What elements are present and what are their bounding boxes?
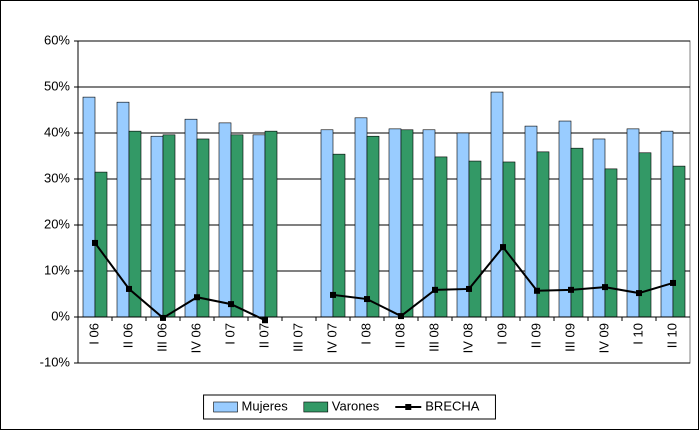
y-tick-label: 60% [44,32,70,47]
marker [602,284,608,291]
x-tick-label: II 06 [120,323,135,348]
marker [330,291,336,298]
x-tick-label: I 07 [222,323,237,345]
x-tick-label: II 10 [664,323,679,348]
bar [320,129,334,318]
bar [230,134,244,318]
x-tick-label: I 06 [86,323,101,345]
plot-area [77,40,691,364]
y-tick-label: -10% [40,354,71,369]
bar [196,138,210,318]
legend-label: BRECHA [425,398,480,413]
marker [636,290,642,297]
bar [218,122,232,318]
bar [626,128,640,318]
x-tick-label: III 07 [290,323,305,352]
y-tick-label: 40% [44,124,70,139]
x-tick-label: II 08 [392,323,407,348]
marker [194,294,200,301]
legend: Mujeres Varones BRECHA [203,394,496,420]
bar [264,130,278,318]
y-tick-label: 10% [44,262,70,277]
bar [672,165,686,318]
legend-label: Varones [332,398,380,413]
marker [534,287,540,294]
x-tick-label: IV 09 [596,323,611,353]
x-tick-label: III 08 [426,323,441,352]
x-tick-label: III 06 [154,323,169,352]
legend-label: Mujeres [242,398,289,413]
bar [252,134,266,318]
marker [398,313,404,320]
bar [354,117,368,318]
bar [388,128,402,318]
x-tick-label: IV 06 [188,323,203,353]
marker [126,285,132,292]
bar [434,156,448,318]
bar [468,160,482,318]
marker [432,286,438,293]
x-tick-label: III 09 [562,323,577,352]
marker [500,244,506,251]
x-tick-label: II 09 [528,323,543,348]
marker [364,296,370,303]
marker [262,317,268,324]
legend-box [203,394,496,420]
legend-swatch [303,401,329,413]
bar [400,129,414,318]
x-tick-label: IV 08 [460,323,475,353]
bar [184,118,198,318]
y-tick-label: 50% [44,78,70,93]
bar [502,161,516,318]
x-tick-label: I 09 [494,323,509,345]
legend-swatch [213,401,238,413]
bar [150,135,164,318]
y-tick-label: 30% [44,170,70,185]
bar [82,96,96,318]
legend-marker [405,404,412,410]
x-tick-label: IV 07 [324,323,339,353]
bar [490,91,504,318]
x-tick-label: I 08 [358,323,373,345]
x-tick-label: II 07 [256,323,271,348]
y-tick-label: 0% [51,308,70,323]
marker [228,301,234,308]
bar [116,101,130,318]
marker [466,285,472,292]
bar [604,168,618,318]
bar [366,135,380,318]
marker [568,286,574,293]
marker [160,314,166,321]
bar [162,134,176,318]
y-tick-label: 20% [44,216,70,231]
x-tick-label: I 10 [630,323,645,345]
bar [660,130,674,318]
marker [92,239,98,246]
marker [670,279,676,286]
bar [592,138,606,318]
